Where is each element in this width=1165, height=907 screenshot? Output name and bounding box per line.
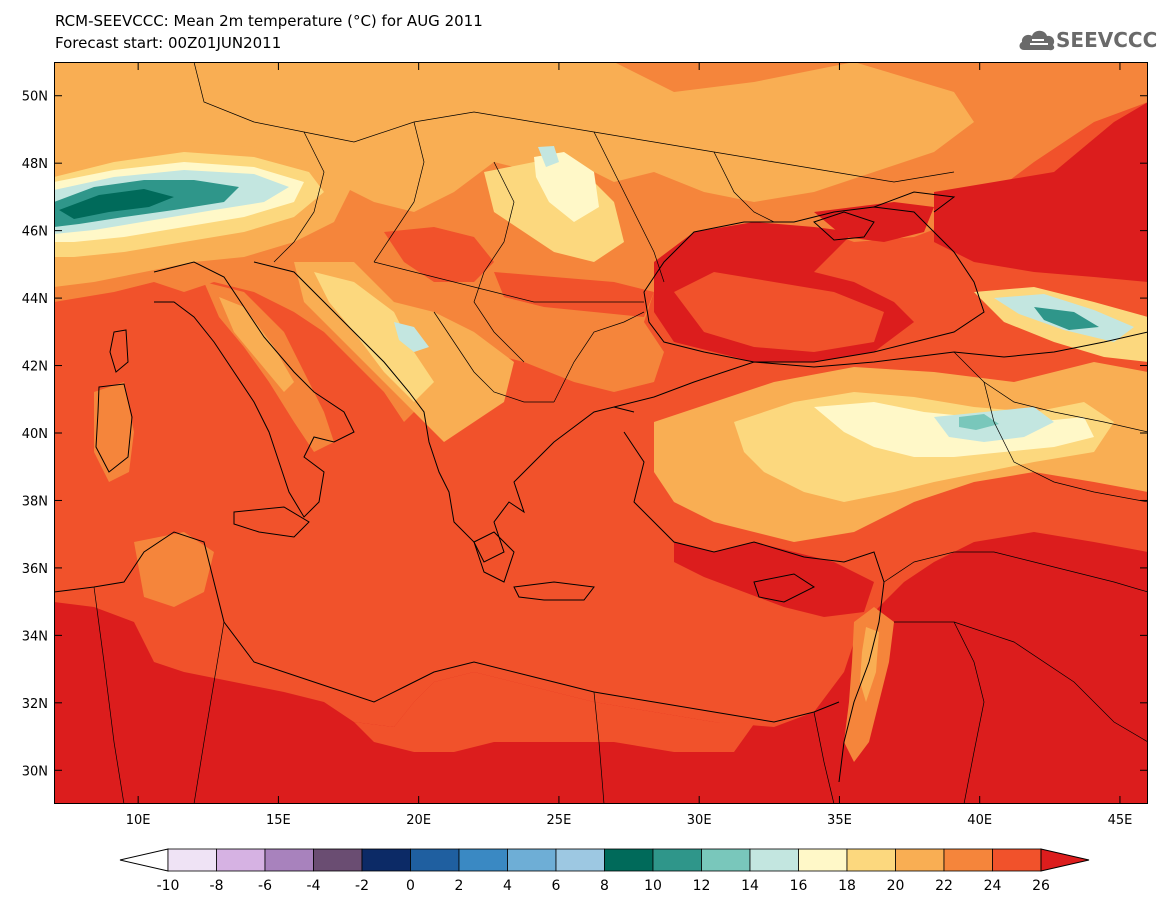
colorbar-under-triangle <box>119 848 169 872</box>
coastlines <box>54 191 1148 783</box>
lat-tick-label: 30N <box>22 764 48 779</box>
colorbar-box <box>410 848 460 872</box>
colorbar-box <box>507 848 557 872</box>
lat-tick-label: 44N <box>22 292 48 307</box>
field-north-africa-24 <box>354 672 754 752</box>
lon-tick-label: 15E <box>266 813 291 828</box>
colorbar-label: 2 <box>455 878 464 894</box>
country-borders <box>93 62 1148 804</box>
field-tunisia-22 <box>134 532 214 607</box>
colorbar-label: -6 <box>258 878 272 894</box>
colorbar-box <box>943 848 993 872</box>
colorbar-box <box>652 848 702 872</box>
colorbar-label: 16 <box>790 878 808 894</box>
colorbar-label: 14 <box>741 878 759 894</box>
field-wallachia-24 <box>494 272 654 317</box>
colorbar-label: 10 <box>644 878 662 894</box>
latitude-ticks <box>54 95 1148 771</box>
field-pannonian-24 <box>384 227 494 282</box>
lat-tick-label: 32N <box>22 697 48 712</box>
lat-tick-label: 34N <box>22 629 48 644</box>
colorbar-label: -10 <box>157 878 180 894</box>
temperature-colorbar: -10 -8 -6 -4 -2 0 2 4 6 8 10 12 14 16 18 20 22 24 26 <box>119 848 1090 894</box>
colorbar-box <box>361 848 411 872</box>
colorbar-label: 4 <box>503 878 512 894</box>
colorbar-box <box>458 848 508 872</box>
lon-tick-label: 20E <box>406 813 431 828</box>
colorbar-box <box>264 848 314 872</box>
field-carpathians-14 <box>538 146 559 167</box>
colorbar-label: -4 <box>307 878 321 894</box>
field-caucasus-12 <box>1034 307 1099 330</box>
colorbar-box <box>313 848 363 872</box>
colorbar-label: 8 <box>600 878 609 894</box>
lat-tick-label: 36N <box>22 562 48 577</box>
colorbar-label: -8 <box>210 878 224 894</box>
field-anatolia-12 <box>959 414 999 430</box>
lat-tick-label: 42N <box>22 360 48 375</box>
colorbar-label: 20 <box>887 878 905 894</box>
cloud-logo-icon <box>1019 30 1055 51</box>
colorbar-box <box>216 848 266 872</box>
colorbar-box <box>798 848 848 872</box>
field-anatolia-south-26 <box>674 542 874 617</box>
lat-tick-label: 40N <box>22 427 48 442</box>
lon-tick-label: 25E <box>547 813 572 828</box>
field-north-africa-26 <box>54 532 1148 804</box>
field-levant-20 <box>860 627 879 702</box>
lon-tick-label: 45E <box>1108 813 1133 828</box>
lon-tick-label: 40E <box>967 813 992 828</box>
colorbar-label: 26 <box>1032 878 1050 894</box>
colorbar-over-triangle <box>1040 848 1090 872</box>
temperature-map <box>54 62 1148 804</box>
map-title: RCM-SEEVCCC: Mean 2m temperature (°C) fo… <box>55 12 483 30</box>
lat-tick-label: 46N <box>22 225 48 240</box>
colorbar-box <box>846 848 896 872</box>
colorbar-label: 12 <box>693 878 711 894</box>
forecast-start-label: Forecast start: 00Z01JUN2011 <box>55 34 282 52</box>
field-dinaric-14 <box>394 322 429 352</box>
longitude-ticks <box>137 62 1121 804</box>
field-steppe-26 <box>934 102 1148 282</box>
field-carpathians-16 <box>534 152 599 222</box>
colorbar-box <box>167 848 217 872</box>
colorbar-label: 24 <box>984 878 1002 894</box>
colorbar-box <box>992 848 1042 872</box>
colorbar-box <box>604 848 654 872</box>
colorbar-label: 18 <box>838 878 856 894</box>
colorbar-label: 6 <box>552 878 561 894</box>
field-dinaric-18 <box>314 272 434 402</box>
seevccc-logo-text: SEEVCCC <box>1056 28 1158 52</box>
field-sardinia-22 <box>94 382 134 482</box>
colorbar-box <box>555 848 605 872</box>
lon-tick-label: 10E <box>126 813 151 828</box>
lon-tick-label: 35E <box>827 813 852 828</box>
lat-tick-label: 48N <box>22 157 48 172</box>
colorbar-label: -2 <box>355 878 369 894</box>
field-apennines-20 <box>219 297 294 392</box>
colorbar-label: 0 <box>406 878 415 894</box>
colorbar-box <box>701 848 751 872</box>
lat-tick-label: 38N <box>22 494 48 509</box>
lat-tick-label: 50N <box>22 90 48 105</box>
colorbar-box <box>895 848 945 872</box>
field-alps-10 <box>59 189 174 219</box>
colorbar-box <box>749 848 799 872</box>
lon-tick-label: 30E <box>687 813 712 828</box>
field-black-sea-24 <box>674 272 884 352</box>
colorbar-label: 22 <box>935 878 953 894</box>
